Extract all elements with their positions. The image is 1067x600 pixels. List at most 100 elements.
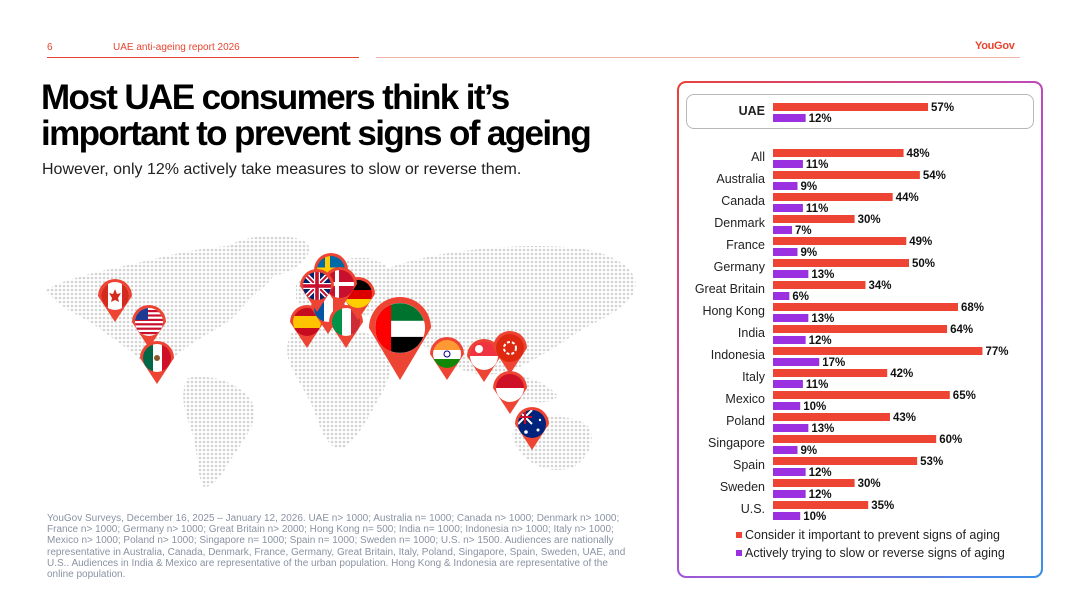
data-label-canada-series-2: 11% bbox=[806, 203, 828, 215]
bar-sweden-series-2 bbox=[773, 490, 806, 498]
bar-mexico-series-2 bbox=[773, 402, 801, 410]
bar-u-s-series-2 bbox=[773, 512, 801, 520]
bar-india-series-1 bbox=[773, 325, 948, 333]
bar-france-series-1 bbox=[773, 237, 907, 245]
data-label-spain-series-1: 53% bbox=[920, 456, 943, 468]
bar-singapore-series-2 bbox=[773, 446, 798, 454]
bar-denmark-series-1 bbox=[773, 215, 855, 223]
data-label-france-series-1: 49% bbox=[909, 236, 932, 248]
bar-hong-kong-series-2 bbox=[773, 314, 809, 322]
header-page-number: 6 bbox=[47, 42, 53, 53]
category-label-canada: Canada bbox=[721, 194, 765, 208]
headline-line-1: Most UAE consumers think it’s bbox=[41, 78, 510, 117]
category-label-australia: Australia bbox=[716, 172, 765, 186]
bar-mexico-series-1 bbox=[773, 391, 950, 399]
category-label-mexico: Mexico bbox=[725, 392, 765, 406]
category-label-hong-kong: Hong Kong bbox=[702, 304, 765, 318]
north-america-shape bbox=[46, 245, 280, 373]
canada-flag-icon bbox=[98, 279, 132, 322]
data-label-canada-series-1: 44% bbox=[896, 192, 919, 204]
category-label-indonesia: Indonesia bbox=[711, 348, 765, 362]
data-label-spain-series-2: 12% bbox=[809, 467, 832, 479]
footnote: YouGov Surveys, December 16, 2025 – Janu… bbox=[47, 513, 626, 581]
bar-australia-series-2 bbox=[773, 182, 798, 190]
data-label-denmark-series-2: 7% bbox=[795, 225, 812, 237]
bar-italy-series-1 bbox=[773, 369, 888, 377]
bar-sweden-series-1 bbox=[773, 479, 855, 487]
uae-highlight-box bbox=[686, 94, 1034, 129]
bar-australia-series-1 bbox=[773, 171, 920, 179]
data-label-all-series-2: 11% bbox=[806, 159, 828, 171]
header-divider-left bbox=[47, 57, 359, 58]
category-label-india: India bbox=[738, 326, 765, 340]
bar-canada-series-2 bbox=[773, 204, 803, 212]
indonesia-flag-icon bbox=[493, 371, 527, 414]
legend-swatch-series-2 bbox=[736, 550, 742, 556]
category-label-denmark: Denmark bbox=[714, 216, 765, 230]
legend-label-series-1: Consider it important to prevent signs o… bbox=[745, 528, 1000, 542]
south-america-shape bbox=[183, 376, 255, 487]
data-label-sweden-series-1: 30% bbox=[858, 478, 881, 490]
category-label-sweden: Sweden bbox=[720, 480, 765, 494]
uae-flag-icon bbox=[369, 297, 431, 380]
australia-flag-icon bbox=[515, 407, 549, 450]
data-label-italy-series-1: 42% bbox=[890, 368, 913, 380]
data-label-germany-series-1: 50% bbox=[912, 258, 935, 270]
bar-denmark-series-2 bbox=[773, 226, 793, 234]
bar-great-britain-series-1 bbox=[773, 281, 866, 289]
category-label-u-s: U.S. bbox=[741, 502, 765, 516]
data-label-poland-series-2: 13% bbox=[811, 423, 834, 435]
bar-all-series-2 bbox=[773, 160, 803, 168]
category-label-france: France bbox=[726, 238, 765, 252]
data-label-denmark-series-1: 30% bbox=[858, 214, 881, 226]
data-label-all-series-1: 48% bbox=[907, 148, 930, 160]
data-label-poland-series-1: 43% bbox=[893, 412, 916, 424]
legend-swatch-series-1 bbox=[736, 532, 742, 538]
bar-germany-series-2 bbox=[773, 270, 809, 278]
bar-spain-series-2 bbox=[773, 468, 806, 476]
category-label-spain: Spain bbox=[733, 458, 765, 472]
category-label-great-britain: Great Britain bbox=[695, 282, 765, 296]
bar-india-series-2 bbox=[773, 336, 806, 344]
usa-flag-icon bbox=[132, 305, 166, 348]
data-label-u-s-series-1: 35% bbox=[871, 500, 894, 512]
category-label-singapore: Singapore bbox=[708, 436, 765, 450]
data-label-france-series-2: 9% bbox=[800, 247, 817, 259]
category-label-italy: Italy bbox=[742, 370, 766, 384]
bar-uae-series-1 bbox=[773, 103, 929, 111]
bar-canada-series-1 bbox=[773, 193, 893, 201]
india-flag-icon bbox=[430, 337, 464, 380]
category-label-uae: UAE bbox=[739, 104, 765, 118]
bar-germany-series-1 bbox=[773, 259, 909, 267]
bar-singapore-series-1 bbox=[773, 435, 937, 443]
data-label-uae-series-1: 57% bbox=[931, 102, 954, 114]
yougov-logo: YouGov bbox=[975, 40, 1015, 52]
greenland-shape bbox=[228, 235, 310, 275]
bar-uae-series-2 bbox=[773, 114, 806, 122]
data-label-italy-series-2: 11% bbox=[806, 379, 828, 391]
bar-italy-series-2 bbox=[773, 380, 803, 388]
data-label-u-s-series-2: 10% bbox=[803, 511, 826, 523]
data-label-india-series-2: 12% bbox=[809, 335, 832, 347]
headline-line-2: important to prevent signs of ageing bbox=[41, 114, 592, 153]
data-label-germany-series-2: 13% bbox=[811, 269, 834, 281]
data-label-indonesia-series-1: 77% bbox=[985, 346, 1008, 358]
data-label-sweden-series-2: 12% bbox=[809, 489, 832, 501]
header-divider-right bbox=[376, 57, 1020, 58]
category-label-all: All bbox=[751, 150, 765, 164]
data-label-singapore-series-2: 9% bbox=[800, 445, 817, 457]
data-label-india-series-1: 64% bbox=[950, 324, 973, 336]
data-label-mexico-series-2: 10% bbox=[803, 401, 826, 413]
bar-france-series-2 bbox=[773, 248, 798, 256]
bar-hong-kong-series-1 bbox=[773, 303, 958, 311]
bar-great-britain-series-2 bbox=[773, 292, 790, 300]
data-label-uae-series-2: 12% bbox=[809, 113, 832, 125]
header-report-title: UAE anti-ageing report 2026 bbox=[113, 42, 240, 53]
data-label-australia-series-1: 54% bbox=[923, 170, 946, 182]
singapore-flag-icon bbox=[467, 339, 501, 382]
data-label-great-britain-series-2: 6% bbox=[792, 291, 809, 303]
data-label-singapore-series-1: 60% bbox=[939, 434, 962, 446]
headline: Most UAE consumers think it’s important … bbox=[41, 80, 641, 152]
data-label-indonesia-series-2: 17% bbox=[822, 357, 845, 369]
bar-indonesia-series-1 bbox=[773, 347, 983, 355]
